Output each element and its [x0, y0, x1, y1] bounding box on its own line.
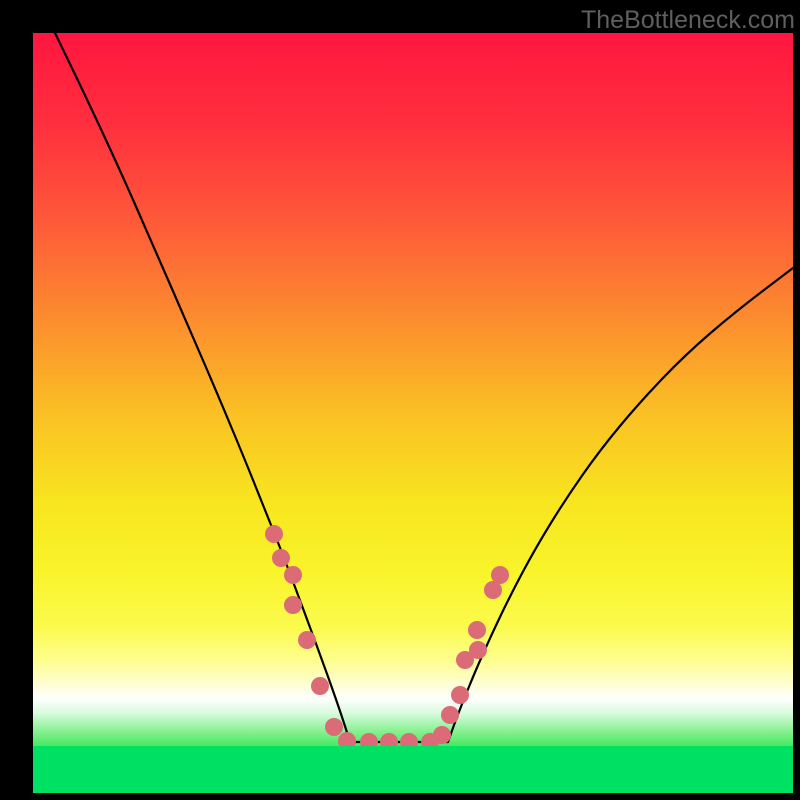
green-floor-overlay	[33, 746, 793, 793]
branding-watermark: TheBottleneck.com	[581, 6, 795, 35]
green-bottom-strip-overlay	[0, 0, 800, 800]
